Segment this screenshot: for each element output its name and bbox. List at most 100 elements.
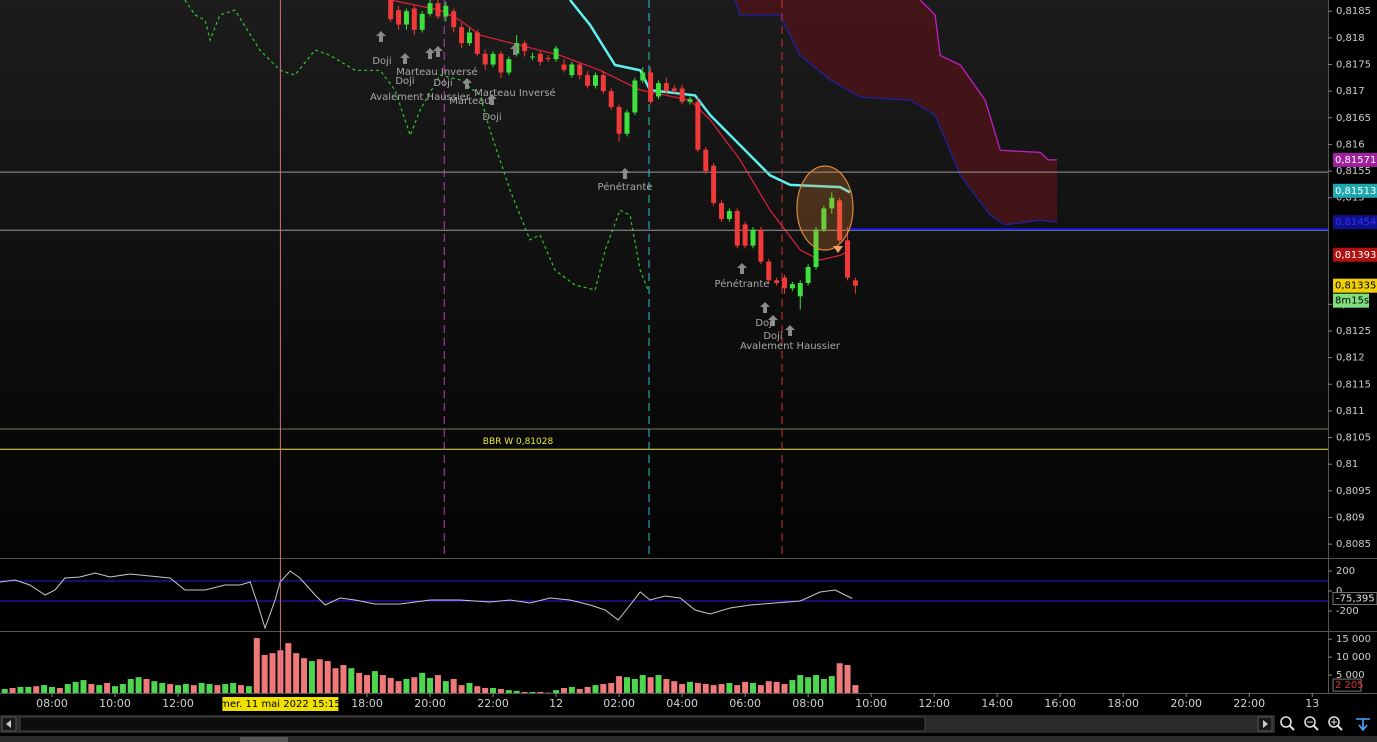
candle-body (498, 53, 504, 73)
candle-body (797, 282, 803, 297)
x-tick-label: 16:00 (1044, 697, 1076, 710)
y-tick-label: 0 (1336, 586, 1342, 597)
cloud (735, 0, 1057, 225)
volume-bar (568, 686, 575, 693)
price-tag-label: 0,81454 (1335, 217, 1376, 228)
value-tag-label: 2 205 (1335, 680, 1364, 691)
cloud-line (919, 0, 1057, 161)
y-tick-label: 0,8115 (1336, 379, 1371, 390)
candle-body (545, 58, 551, 60)
pattern-label: Doji (763, 331, 782, 342)
zoom-out[interactable] (1304, 716, 1316, 728)
volume-bar (56, 687, 63, 693)
price-tag (1333, 247, 1377, 262)
y-tick-label: 0,8175 (1336, 59, 1371, 70)
volume-bar (269, 653, 276, 693)
marker (833, 246, 843, 253)
candle-body (734, 211, 740, 246)
y-tick-label: 0,818 (1336, 33, 1365, 44)
pattern-label: Doji (482, 112, 501, 123)
volume-bar (639, 675, 646, 693)
volume-bar (592, 685, 599, 693)
volume-bar (1, 689, 8, 693)
scroll-thumb[interactable] (19, 716, 926, 732)
candle-body (671, 88, 677, 92)
candle-body (750, 229, 756, 246)
x-tick-label: 12 (549, 697, 563, 710)
candle-body (522, 43, 528, 52)
indicator-line (569, 0, 851, 194)
pattern-label: Doji (372, 56, 391, 67)
pattern-label: Avalement Haussier (740, 341, 841, 352)
volume-bar (348, 668, 355, 693)
candle-body (616, 107, 622, 134)
volume-bar (96, 685, 103, 693)
x-tick-label: 13 (1305, 697, 1319, 710)
candle-body (569, 64, 575, 76)
volume-bar (379, 675, 386, 693)
scroll-end[interactable] (1356, 718, 1370, 732)
x-tick-label: 12:00 (162, 697, 194, 710)
volume-bar (9, 687, 16, 693)
volume-bar (608, 682, 615, 693)
price-tag-label: 0,81513 (1335, 186, 1376, 197)
volume-bar (742, 681, 749, 693)
candle-body (600, 75, 606, 92)
volume-bar (513, 690, 520, 693)
volume-bar (789, 680, 796, 693)
x-tick-label: 06:00 (729, 697, 761, 710)
candle-body (466, 32, 472, 44)
candle-body (482, 53, 488, 65)
candle-body (451, 11, 457, 28)
candle-body (758, 229, 764, 262)
candle-body (624, 112, 630, 134)
volume-bar (308, 661, 315, 693)
candle-body (742, 224, 748, 246)
volume-bar (127, 679, 134, 693)
x-tick-label: 02:00 (603, 697, 635, 710)
volume-bar (434, 675, 441, 693)
volume-bar (797, 675, 804, 693)
zoom-tools[interactable] (1280, 716, 1370, 732)
price-tag-label: 0,81335 (1335, 281, 1376, 292)
candle-body (529, 56, 535, 58)
volume-bar (584, 686, 591, 693)
zoom-fit[interactable] (1280, 716, 1292, 728)
zoom-in[interactable] (1328, 716, 1340, 728)
candle-body (396, 10, 402, 25)
pattern-label: Pénétrante (715, 278, 770, 290)
volume-bar (253, 638, 260, 693)
candle-body (789, 284, 795, 289)
volume-bar (623, 677, 630, 693)
y-tick-label: -200 (1336, 606, 1359, 617)
volume-bar (151, 681, 158, 693)
volume-bar (647, 677, 654, 693)
volume-bar (671, 681, 678, 693)
indicator-line (389, 0, 851, 261)
candle-body (821, 208, 827, 230)
candle-body (592, 75, 598, 86)
volume-bar (48, 686, 55, 693)
volume-bar (301, 658, 308, 693)
volume-bar (17, 686, 24, 693)
volume-bar (190, 685, 197, 693)
volume-bar (25, 686, 32, 693)
status-thumb (240, 737, 288, 742)
candle-body (655, 83, 661, 97)
pattern-label: Doji (755, 318, 774, 329)
volume-bar (474, 686, 481, 693)
price-tag-label: 0,81571 (1335, 155, 1376, 166)
y-tick-label: 0,8095 (1336, 486, 1371, 497)
volume-bar (80, 680, 87, 693)
candle-body (718, 203, 724, 220)
volume-bar (726, 682, 733, 693)
volume-bar (813, 675, 820, 693)
y-tick-label: 15 000 (1336, 634, 1371, 645)
candle-body (474, 32, 480, 54)
volume-bar (694, 682, 701, 693)
volume-bar (245, 686, 252, 693)
crosshair-label: mer. 11 mai 2022 15:15 (220, 699, 341, 710)
scrollbar[interactable] (0, 715, 1275, 733)
volume-bar (41, 685, 48, 693)
candle-body (537, 53, 543, 62)
